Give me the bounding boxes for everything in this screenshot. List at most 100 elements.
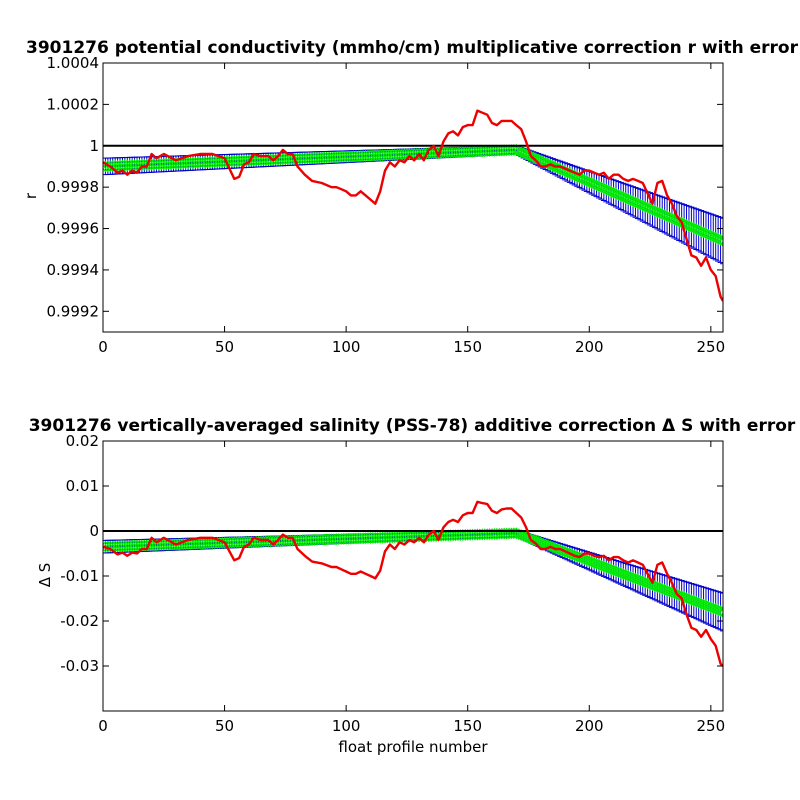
fit-point <box>550 542 561 555</box>
fit-point <box>701 227 711 240</box>
fit-point <box>645 202 655 215</box>
fit-point <box>686 221 697 233</box>
fit-point <box>681 592 692 605</box>
fit-point <box>691 223 702 236</box>
fit-point <box>655 207 665 220</box>
fit-point <box>689 594 699 607</box>
fit-point <box>513 528 524 541</box>
fit-point <box>650 205 660 217</box>
fit-point <box>628 571 638 584</box>
fit-point <box>706 229 716 242</box>
fit-point <box>591 179 602 192</box>
fit-point <box>606 563 616 576</box>
correction-series-line <box>103 500 723 667</box>
x-tick-label: 150 <box>453 338 482 356</box>
fit-point <box>526 150 536 163</box>
fit-point <box>586 556 597 568</box>
fit-point <box>684 219 694 232</box>
fit-point <box>652 206 663 218</box>
fit-point <box>662 584 672 597</box>
fit-point <box>579 553 590 566</box>
fit-point <box>684 593 694 605</box>
fit-point <box>579 173 590 186</box>
fit-point <box>548 541 558 554</box>
y-tick-label: 0.9994 <box>47 261 100 279</box>
y-tick-label: 1.0004 <box>47 54 100 72</box>
fit-point <box>703 228 714 241</box>
y-tick-label: 0 <box>89 522 99 540</box>
fit-point <box>713 604 723 617</box>
fit-point <box>623 569 633 582</box>
fit-point <box>596 559 607 572</box>
fit-point <box>577 172 587 185</box>
x-tick-label: 250 <box>697 338 726 356</box>
fit-point <box>516 529 526 542</box>
fit-point <box>601 183 612 196</box>
fit-point <box>616 190 626 202</box>
fit-point <box>647 203 658 216</box>
fit-point <box>633 197 643 210</box>
fit-point <box>630 572 641 585</box>
fit-point <box>659 209 670 222</box>
fit-point <box>513 145 524 157</box>
fit-point <box>606 185 616 198</box>
fit-markers <box>103 527 723 618</box>
fit-point <box>582 554 592 567</box>
fit-point <box>708 230 719 243</box>
fit-point <box>603 562 614 575</box>
fit-point <box>691 595 702 608</box>
fit-point <box>701 599 711 612</box>
correction-series-line <box>103 109 723 302</box>
fit-point <box>693 224 704 237</box>
plot-area <box>103 500 723 667</box>
y-tick-label: 0.9998 <box>47 178 100 196</box>
fit-point <box>591 557 602 570</box>
fit-point <box>611 565 621 578</box>
fit-point <box>623 193 633 206</box>
fit-point <box>625 570 636 583</box>
fit-point <box>625 194 636 207</box>
fit-point <box>710 603 721 616</box>
fit-point <box>686 593 697 606</box>
y-axis-label: Δ S <box>36 563 54 588</box>
fit-point <box>664 211 675 224</box>
fit-point <box>594 558 604 571</box>
fit-point <box>674 215 685 228</box>
conductivity-correction-chart: 3901276 potential conductivity (mmho/cm)… <box>22 38 799 356</box>
fit-point <box>601 561 612 574</box>
fit-point <box>696 597 706 610</box>
y-tick-label: -0.03 <box>60 657 99 675</box>
fit-point <box>708 602 719 615</box>
fit-point <box>642 201 653 214</box>
fit-markers <box>103 143 723 247</box>
fit-point <box>662 210 672 223</box>
fit-point <box>657 208 667 221</box>
fit-point <box>608 186 619 199</box>
fit-point <box>523 531 534 544</box>
y-tick-label: -0.02 <box>60 612 99 630</box>
axes-frame <box>102 62 724 333</box>
fit-point <box>630 196 641 209</box>
y-tick-label: 0.02 <box>66 432 99 450</box>
chart-title: 3901276 vertically-averaged salinity (PS… <box>29 416 796 436</box>
fit-point <box>718 606 723 618</box>
fit-point <box>618 191 629 203</box>
fit-point <box>620 568 631 581</box>
x-tick-label: 200 <box>575 338 604 356</box>
fit-point <box>611 187 621 200</box>
fit-point <box>664 585 675 598</box>
fit-point <box>596 181 607 194</box>
fit-point <box>698 598 709 611</box>
fit-point <box>531 534 541 547</box>
fit-point <box>540 156 551 169</box>
fit-point <box>679 591 689 604</box>
fit-point <box>586 177 597 190</box>
x-tick-label: 150 <box>453 717 482 735</box>
fit-point <box>574 171 585 184</box>
x-tick-label: 0 <box>98 338 108 356</box>
fit-point <box>516 146 526 159</box>
fit-point <box>545 540 556 553</box>
fit-point <box>652 581 663 593</box>
fit-point <box>676 216 687 229</box>
